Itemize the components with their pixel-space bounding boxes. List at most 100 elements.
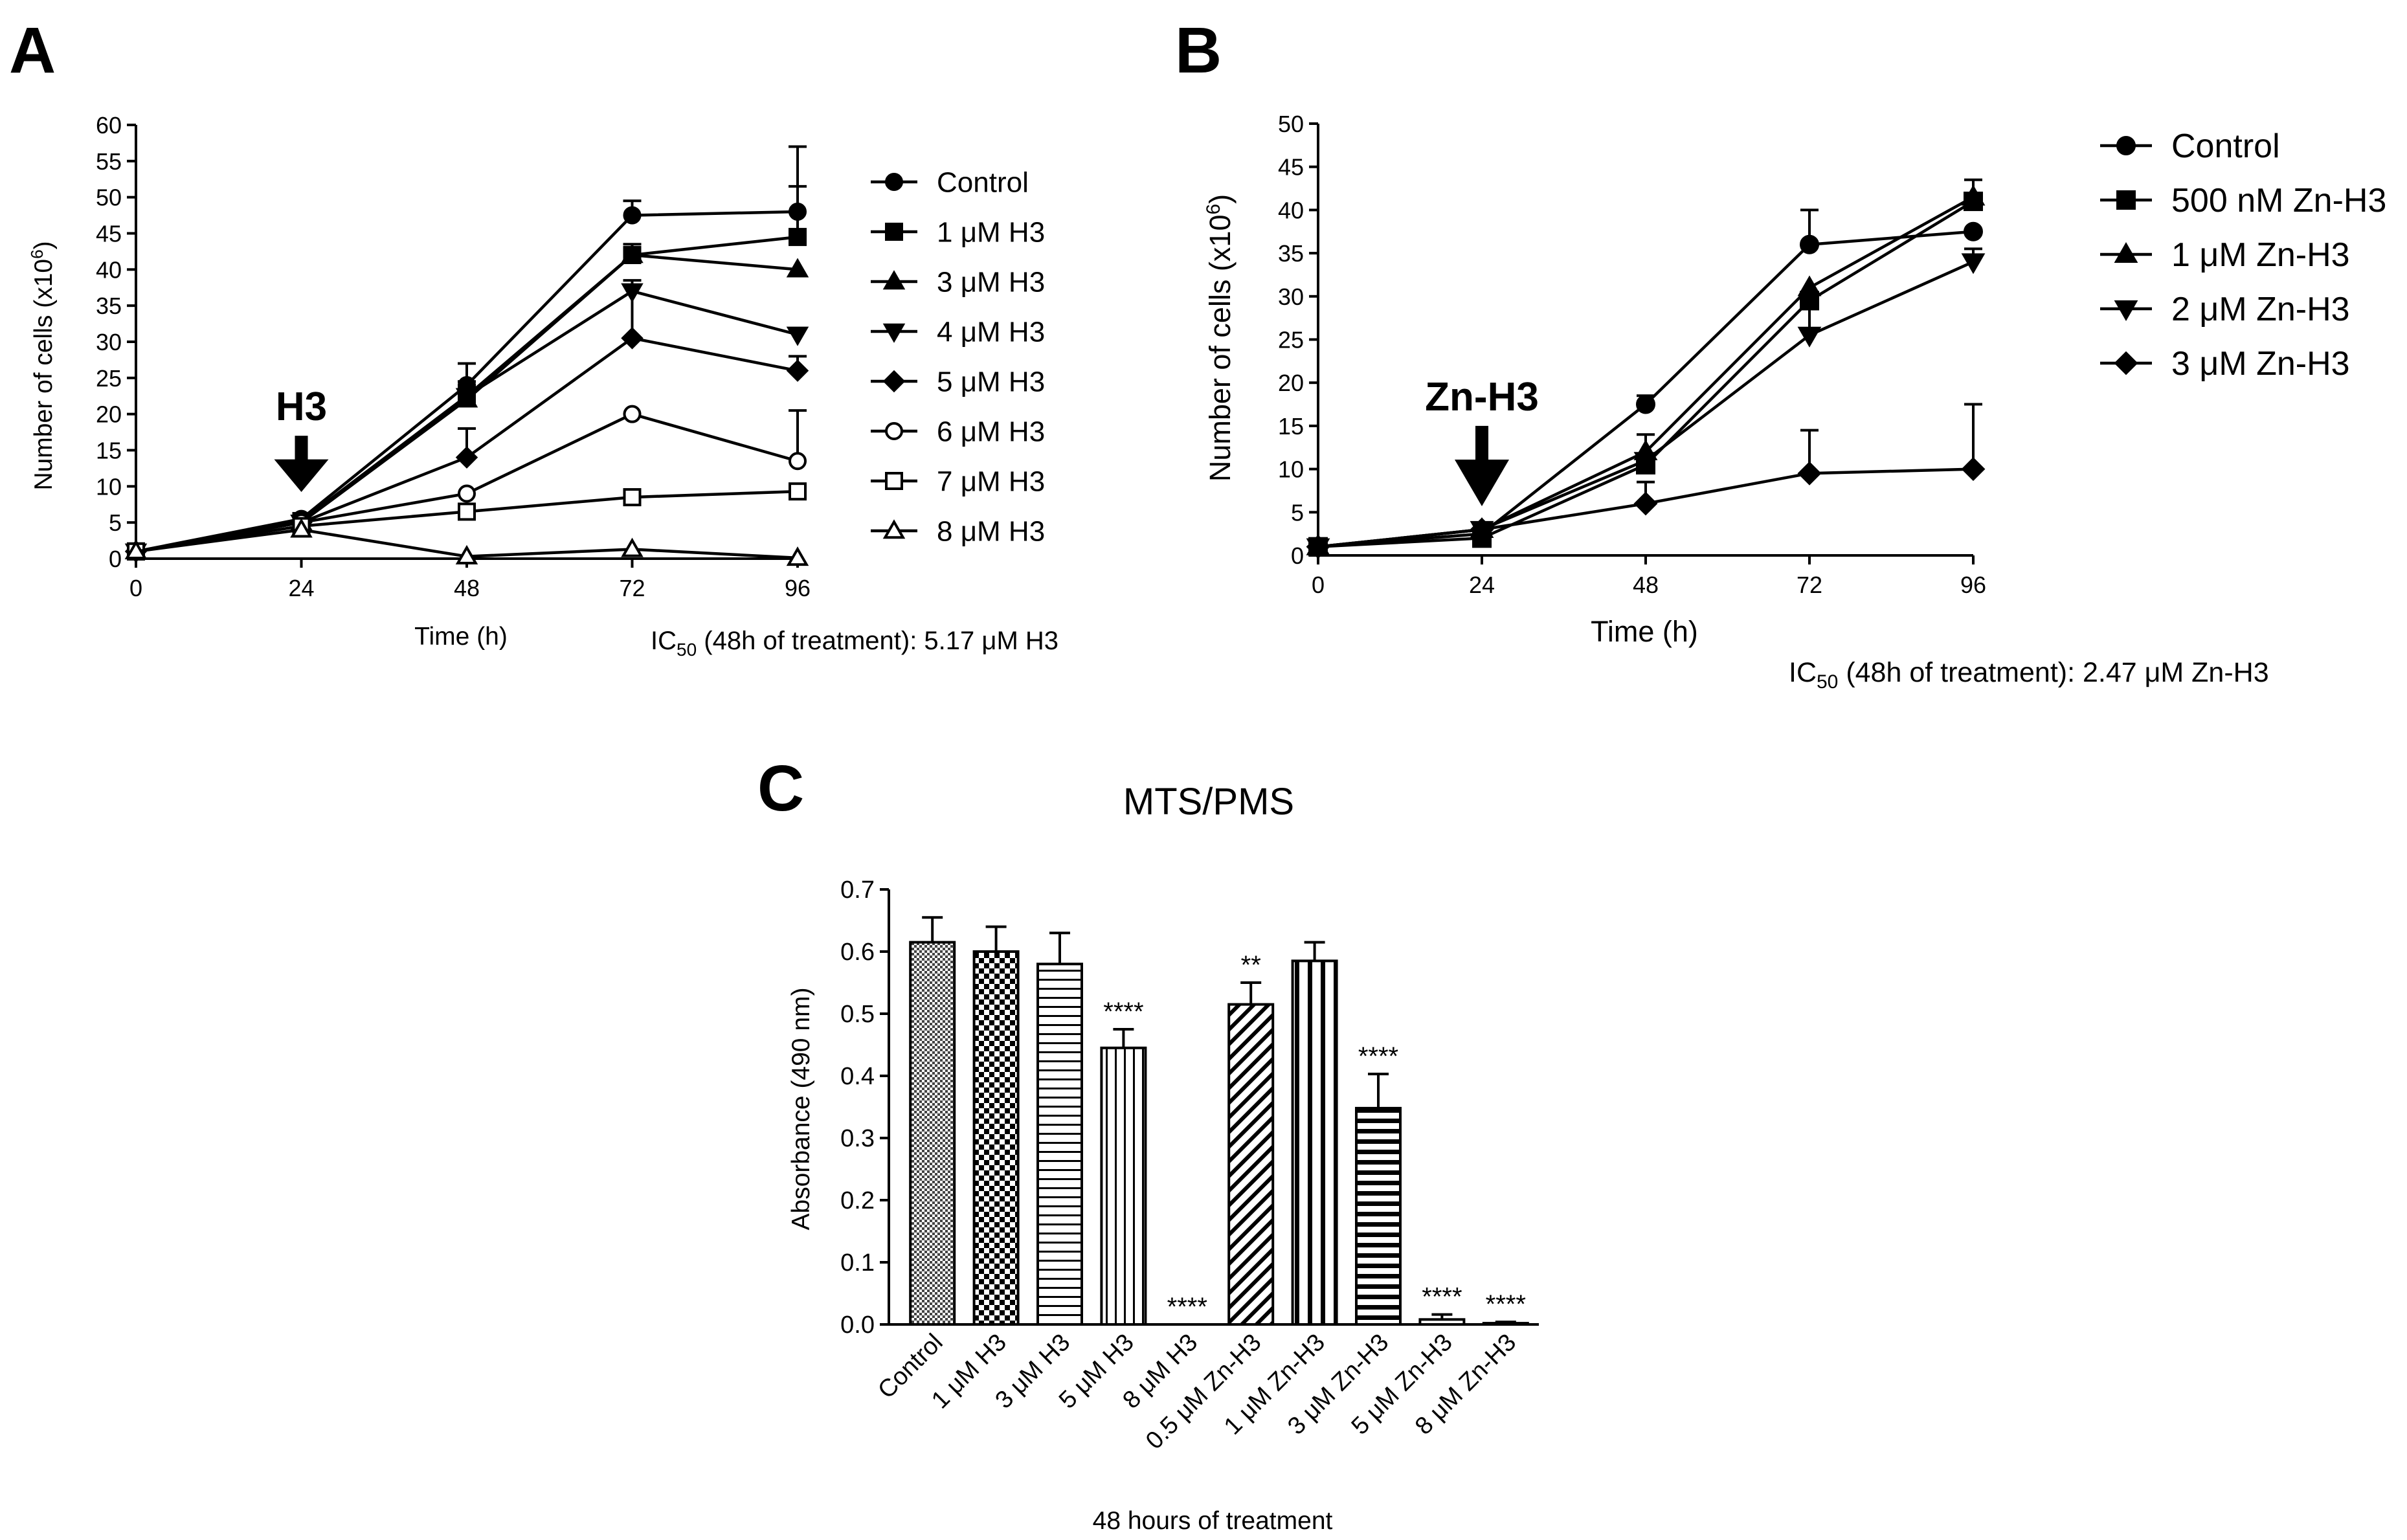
panel-label-a: A (9, 14, 56, 87)
x-tick-label: 48 (1633, 572, 1659, 598)
data-point-3-um-zn-h3 (1470, 517, 1494, 542)
data-point-4-um-h3 (786, 326, 809, 346)
y-tick-label: 20 (1278, 370, 1304, 396)
y-tick-label: 20 (96, 401, 122, 428)
significance-label: **** (1422, 1283, 1462, 1311)
y-tick-label: 0.0 (840, 1311, 875, 1339)
panel-label-b: B (1175, 14, 1222, 87)
legend-item-1-um-h3: 1 μM H3 (871, 216, 1045, 248)
data-point-5-um-h3 (621, 327, 644, 350)
y-tick-label: 50 (1278, 111, 1304, 137)
legend-item-5-um-h3: 5 μM H3 (871, 366, 1045, 397)
x-tick-label: 24 (1469, 572, 1495, 598)
legend-marker (882, 370, 906, 393)
data-point-3-um-zn-h3 (1306, 535, 1330, 559)
legend-item-3-um-h3: 3 μM H3 (871, 266, 1045, 298)
arrow-shaft (1475, 425, 1488, 462)
bar-1-um-zn-h3 (1291, 959, 1338, 1326)
y-tick-label: 5 (109, 509, 122, 536)
data-point-2-um-zn-h3 (1633, 452, 1658, 473)
legend-label: Control (937, 166, 1029, 198)
x-tick-label: 48 (454, 575, 480, 601)
y-tick-label: 25 (1278, 327, 1304, 353)
arrow-head (1455, 460, 1509, 506)
legend-marker (2116, 190, 2136, 210)
legend-label: 7 μM H3 (937, 465, 1045, 497)
series-7-um-h3 (127, 482, 807, 561)
series-3-um-zn-h3 (1306, 403, 1986, 559)
x-tick-label: 0 (129, 575, 142, 601)
data-point-8-um-h3 (786, 546, 809, 566)
chart-a-series (124, 145, 809, 566)
x-tick-label: 0 (1312, 572, 1325, 598)
y-tick-label: 25 (96, 365, 122, 392)
y-tick-label: 0.2 (840, 1187, 875, 1214)
chart-c-ylabel: Absorbance (490 nm) (787, 987, 815, 1230)
data-point-6-um-h3 (623, 405, 642, 423)
y-tick-label: 40 (1278, 197, 1304, 223)
data-point-7-um-h3 (458, 502, 476, 521)
x-tick-label: 96 (785, 575, 811, 601)
legend-marker (2114, 351, 2138, 375)
y-tick-label: 0.7 (840, 876, 875, 904)
significance-label: ** (1241, 951, 1261, 979)
data-point-8-um-h3 (455, 544, 478, 564)
legend-label: 4 μM H3 (937, 316, 1045, 348)
x-tick-label: 72 (619, 575, 645, 601)
legend-marker (885, 173, 903, 191)
bar-control (909, 941, 956, 1326)
legend-label: 5 μM H3 (937, 366, 1045, 397)
chart-b-ic50: IC50 (48h of treatment): 2.47 μM Zn-H3 (1789, 657, 2269, 693)
x-tick-label: 24 (288, 575, 314, 601)
y-tick-label: 0 (109, 546, 122, 572)
significance-label: **** (1103, 998, 1143, 1026)
legend-label: 3 μM H3 (937, 266, 1045, 298)
y-tick-label: 15 (96, 438, 122, 464)
significance-label: **** (1486, 1290, 1526, 1319)
data-point-7-um-h3 (623, 488, 642, 507)
bar-1-um-h3 (972, 950, 1020, 1326)
y-tick-label: 40 (96, 256, 122, 283)
x-tick-label: 96 (1960, 572, 1986, 598)
legend-label: 8 μM H3 (937, 515, 1045, 547)
bar-5-um-h3 (1100, 1046, 1147, 1326)
chart-c-xlabel: 48 hours of treatment (1093, 1507, 1333, 1535)
data-point-3-um-zn-h3 (1797, 461, 1822, 485)
data-point-control (623, 206, 642, 225)
y-tick-label: 60 (96, 112, 122, 139)
arrow-shaft (295, 436, 308, 462)
data-point-6-um-h3 (789, 452, 807, 471)
y-tick-label: 0.1 (840, 1249, 875, 1277)
significance-label: **** (1358, 1042, 1398, 1071)
data-point-8-um-h3 (621, 537, 644, 557)
y-tick-label: 0.4 (840, 1063, 875, 1090)
legend-item-control: Control (2100, 128, 2280, 165)
data-point-7-um-h3 (789, 482, 807, 501)
chart-b-ylabel: Number of cells (x106) (1203, 194, 1237, 482)
significance-label: **** (1167, 1293, 1207, 1321)
arrow-label: Zn-H3 (1425, 375, 1539, 419)
data-point-3-um-zn-h3 (1633, 491, 1658, 516)
data-point-2-um-zn-h3 (1797, 326, 1822, 348)
legend-item-4-um-h3: 4 μM H3 (871, 316, 1045, 348)
panel-label-c: C (757, 752, 804, 825)
data-point-8-um-h3 (124, 540, 148, 560)
legend-marker (2114, 300, 2138, 321)
data-point-1-um-h3 (789, 228, 807, 247)
bar-3-um-h3 (1036, 963, 1083, 1326)
y-tick-label: 30 (1278, 284, 1304, 310)
y-tick-label: 35 (96, 293, 122, 319)
legend-marker (882, 519, 906, 539)
chart-b-legend: Control 500 nM Zn-H3 1 μM Zn-H3 2 μM Zn-H3 3… (2100, 128, 2386, 383)
data-point-control (1636, 394, 1655, 414)
chart-b: 0 5 10 15 20 25 30 35 40 45 50 0 24 48 72 96 Zn-H3 Contr… (1203, 111, 2386, 693)
x-tick-label: 72 (1797, 572, 1822, 598)
y-tick-label: 45 (96, 221, 122, 247)
chart-a-axes: 0 5 10 15 20 25 30 35 40 45 50 55 60 0 24 48 72 96 H3 (96, 112, 811, 601)
y-tick-label: 10 (1278, 456, 1304, 483)
legend-marker (2114, 242, 2138, 263)
y-tick-label: 10 (96, 473, 122, 500)
bar-group-control: Control (873, 916, 956, 1404)
